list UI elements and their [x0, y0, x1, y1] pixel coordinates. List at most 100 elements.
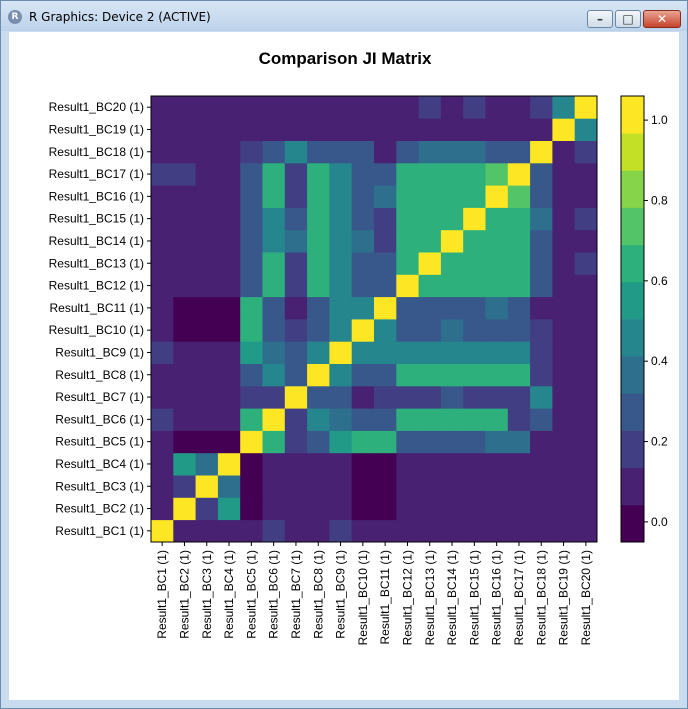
- heatmap-cell: [195, 229, 219, 253]
- x-axis-tick-label: Result1_BC8 (1): [311, 550, 325, 639]
- heatmap-cell: [396, 497, 419, 521]
- heatmap-cell: [284, 296, 308, 320]
- heatmap-cell: [217, 408, 241, 431]
- heatmap-cell: [440, 363, 464, 387]
- maximize-button[interactable]: □: [615, 10, 641, 28]
- heatmap-cell: [173, 341, 196, 364]
- heatmap-cell: [530, 497, 553, 521]
- window-title: R Graphics: Device 2 (ACTIVE): [29, 10, 211, 24]
- heatmap-cell: [530, 363, 553, 387]
- title-bar[interactable]: R R Graphics: Device 2 (ACTIVE) – □ ✕: [1, 1, 687, 31]
- heatmap-cell: [485, 296, 509, 320]
- heatmap-cell: [284, 118, 308, 141]
- heatmap-cell: [195, 252, 219, 275]
- heatmap-cell: [440, 497, 464, 521]
- heatmap-cell: [485, 341, 509, 364]
- heatmap-cell: [284, 519, 308, 543]
- heatmap-cell: [307, 162, 330, 186]
- heatmap-cell: [329, 363, 353, 387]
- heatmap-cell: [173, 319, 196, 342]
- heatmap-cell: [195, 475, 219, 498]
- close-icon: ✕: [656, 12, 668, 26]
- colorbar-segment: [621, 281, 644, 320]
- heatmap-cell: [396, 162, 419, 186]
- heatmap-cell: [418, 118, 442, 141]
- heatmap-cell: [307, 430, 330, 454]
- heatmap-cell: [485, 274, 509, 298]
- x-axis-tick-label: Result1_BC6 (1): [267, 550, 281, 639]
- heatmap-cell: [262, 96, 286, 119]
- heatmap-cell: [507, 497, 531, 521]
- colorbar-segment: [621, 170, 644, 208]
- heatmap-cell: [351, 475, 375, 498]
- heatmap-cell: [485, 185, 509, 208]
- heatmap-cell: [351, 319, 375, 342]
- heatmap-cell: [552, 140, 576, 164]
- heatmap-cell: [329, 475, 353, 498]
- heatmap-cell: [574, 252, 598, 275]
- heatmap-cell: [530, 296, 553, 320]
- heatmap-cell: [552, 341, 576, 364]
- heatmap-cell: [440, 229, 464, 253]
- heatmap-cell: [329, 408, 353, 431]
- heatmap-cell: [284, 252, 308, 275]
- heatmap-cell: [374, 140, 397, 164]
- heatmap-cell: [440, 96, 464, 119]
- heatmap-cell: [284, 363, 308, 387]
- heatmap-cell: [262, 185, 286, 208]
- heatmap-cell: [329, 385, 353, 409]
- heatmap-cell: [240, 162, 263, 186]
- heatmap-cell: [173, 140, 196, 164]
- heatmap-cell: [440, 519, 464, 543]
- heatmap-cell: [418, 252, 442, 275]
- colorbar-frame: [620, 95, 645, 543]
- heatmap-cell: [307, 408, 330, 431]
- heatmap-cell: [351, 252, 375, 275]
- colorbar-tick-label: 1.0: [651, 113, 668, 127]
- heatmap-cell: [485, 497, 509, 521]
- heatmap-cell: [151, 519, 174, 543]
- heatmap-cell: [173, 430, 196, 454]
- heatmap-cell: [507, 162, 531, 186]
- heatmap-cell: [574, 229, 598, 253]
- heatmap-cell: [374, 430, 397, 454]
- heatmap-cell: [173, 519, 196, 543]
- heatmap-cell: [440, 319, 464, 342]
- heatmap-cell: [329, 274, 353, 298]
- heatmap-cell: [284, 96, 308, 119]
- heatmap-cell: [440, 252, 464, 275]
- heatmap-cell: [574, 452, 598, 476]
- heatmap-cell: [485, 162, 509, 186]
- colorbar-tick-label: 0.6: [651, 274, 668, 288]
- heatmap-cell: [418, 497, 442, 521]
- heatmap-cell: [240, 274, 263, 298]
- heatmap-cell: [195, 341, 219, 364]
- heatmap-cell: [530, 452, 553, 476]
- heatmap-cell: [507, 140, 531, 164]
- heatmap-cell: [574, 319, 598, 342]
- heatmap-cell: [530, 385, 553, 409]
- heatmap-cell: [240, 229, 263, 253]
- x-axis-tick-label: Result1_BC16 (1): [490, 550, 504, 645]
- heatmap-cell: [507, 408, 531, 431]
- heatmap-cell: [574, 408, 598, 431]
- heatmap-cell: [351, 408, 375, 431]
- heatmap-cell: [151, 118, 174, 141]
- heatmap-cell: [195, 296, 219, 320]
- close-button[interactable]: ✕: [643, 10, 681, 28]
- heatmap-cell: [485, 430, 509, 454]
- heatmap-cell: [307, 229, 330, 253]
- heatmap-cell: [574, 207, 598, 231]
- heatmap-cell: [396, 475, 419, 498]
- minimize-button[interactable]: –: [587, 10, 613, 28]
- heatmap-cell: [240, 118, 263, 141]
- y-axis-tick-label: Result1_BC11 (1): [50, 301, 145, 315]
- x-axis-tick-label: Result1_BC15 (1): [467, 550, 481, 645]
- heatmap-cell: [396, 452, 419, 476]
- heatmap-cell: [217, 497, 241, 521]
- heatmap-cell: [284, 162, 308, 186]
- heatmap-cell: [418, 96, 442, 119]
- y-axis-tick-label: Result1_BC13 (1): [49, 256, 144, 270]
- heatmap-cell: [485, 319, 509, 342]
